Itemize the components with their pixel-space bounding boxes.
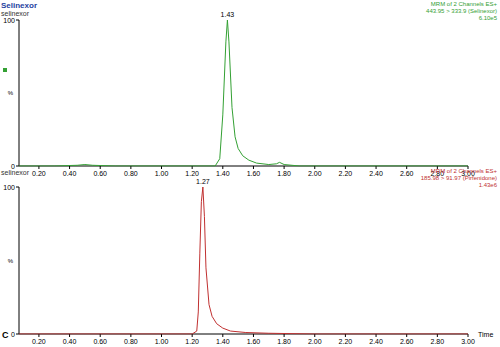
x-tick-label: 2.00 bbox=[308, 338, 322, 345]
y-tick bbox=[16, 166, 19, 167]
trace-indicator bbox=[3, 68, 7, 72]
x-tick-label: 1.60 bbox=[247, 338, 261, 345]
x-tick-label: 1.80 bbox=[277, 170, 291, 177]
x-tick-label: 0.20 bbox=[32, 170, 46, 177]
x-tick bbox=[253, 334, 254, 337]
x-tick bbox=[253, 166, 254, 169]
x-tick-label: 0.60 bbox=[93, 170, 107, 177]
x-tick-label: 0.40 bbox=[63, 338, 77, 345]
plot-area bbox=[19, 20, 468, 166]
plot-area bbox=[19, 187, 468, 334]
x-tick bbox=[284, 166, 285, 169]
y-tick bbox=[16, 187, 19, 188]
x-axis-label: Time bbox=[478, 331, 493, 338]
y-axis-label: % bbox=[8, 258, 14, 264]
trace-line bbox=[19, 187, 468, 334]
y-tick-label: 100 bbox=[3, 17, 15, 24]
x-tick-label: 1.60 bbox=[247, 170, 261, 177]
x-tick-label: 1.00 bbox=[155, 170, 169, 177]
x-tick-label: 3.00 bbox=[461, 338, 475, 345]
channel-info: MRM of 2 Channels ES+ bbox=[431, 168, 498, 174]
panel: SelinexorselinexorMRM of 2 Channels ES+4… bbox=[1, 1, 498, 177]
x-tick-label: 2.40 bbox=[369, 170, 383, 177]
x-tick-label: 2.40 bbox=[369, 338, 383, 345]
y-axis-label: % bbox=[8, 90, 14, 96]
chromatogram-figure: SelinexorselinexorMRM of 2 Channels ES+4… bbox=[0, 0, 500, 347]
channel-info: 1.43e6 bbox=[479, 182, 498, 188]
channel-info: 185.98 > 91.97 (Pirfenidone) bbox=[421, 175, 497, 181]
x-tick-label: 0.20 bbox=[32, 338, 46, 345]
x-tick bbox=[222, 334, 223, 337]
x-tick bbox=[222, 166, 223, 169]
x-tick bbox=[100, 166, 101, 169]
x-tick-label: 1.00 bbox=[155, 338, 169, 345]
x-tick-label: 1.40 bbox=[216, 170, 230, 177]
x-tick bbox=[69, 166, 70, 169]
channel-info: 443.95 > 333.9 (Selinexor) bbox=[426, 8, 497, 14]
x-tick-label: 0.80 bbox=[124, 170, 138, 177]
x-tick-label: 1.40 bbox=[216, 338, 230, 345]
y-tick bbox=[16, 20, 19, 21]
x-tick-label: 0.80 bbox=[124, 338, 138, 345]
y-axis bbox=[19, 20, 20, 166]
x-tick-label: 0.40 bbox=[63, 170, 77, 177]
channel-info: MRM of 2 Channels ES+ bbox=[431, 1, 498, 7]
x-tick-label: 2.20 bbox=[339, 170, 353, 177]
y-tick-label: 0 bbox=[11, 331, 15, 338]
title: Selinexor bbox=[1, 1, 37, 10]
panel-label: C bbox=[2, 330, 9, 340]
trace-line bbox=[19, 20, 468, 166]
x-tick-label: 1.80 bbox=[277, 338, 291, 345]
y-tick bbox=[16, 334, 19, 335]
x-tick-label: 2.60 bbox=[400, 338, 414, 345]
x-tick-label: 1.20 bbox=[185, 170, 199, 177]
x-tick-label: 2.20 bbox=[339, 338, 353, 345]
x-tick bbox=[284, 334, 285, 337]
x-tick-label: 2.80 bbox=[431, 338, 445, 345]
x-tick-label: 1.20 bbox=[185, 338, 199, 345]
subtitle: selinexor bbox=[1, 169, 30, 176]
x-tick-label: 2.00 bbox=[308, 170, 322, 177]
peak-label: 1.27 bbox=[196, 178, 210, 185]
panel: selinexor MRM of 2 Channels ES+185.98 > 9… bbox=[1, 168, 498, 345]
channel-info: 6.10e5 bbox=[479, 15, 498, 21]
x-tick-label: 2.60 bbox=[400, 170, 414, 177]
peak-label: 1.43 bbox=[221, 11, 235, 18]
background bbox=[0, 0, 500, 347]
y-tick-label: 100 bbox=[3, 184, 15, 191]
x-tick-label: 0.60 bbox=[93, 338, 107, 345]
y-axis bbox=[19, 187, 20, 334]
